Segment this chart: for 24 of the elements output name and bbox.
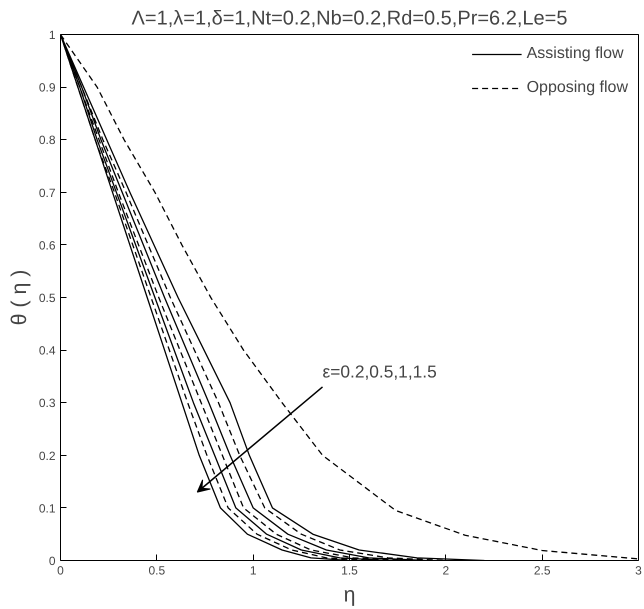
y-tick-label: 0.3	[38, 396, 56, 410]
legend-label: Assisting flow	[526, 45, 624, 63]
x-tick-label: 1	[250, 564, 257, 578]
annotation: ε=0.2,0.5,1,1.5	[322, 362, 437, 382]
y-tick-label: 0.8	[38, 133, 56, 148]
x-tick-label: 2.5	[534, 564, 551, 578]
y-tick-label: 0.2	[38, 448, 56, 463]
y-tick-label: 0.6	[38, 238, 56, 252]
x-axis-title: η	[344, 582, 356, 606]
y-tick-label: 0.9	[38, 80, 56, 95]
y-tick-label: 1	[48, 28, 56, 42]
y-tick-label: 0.1	[38, 501, 56, 516]
x-tick-label: 2	[442, 564, 450, 578]
x-tick-label: 0	[57, 564, 64, 578]
y-tick-label: 0	[48, 554, 56, 568]
y-axis-title: θ ( η )	[6, 270, 31, 326]
x-tick-label: 0.5	[148, 564, 166, 578]
y-tick-label: 0.4	[38, 344, 56, 358]
y-tick-label: 0.5	[38, 291, 56, 305]
y-tick-label: 0.7	[38, 186, 56, 200]
x-tick-label: 1.5	[341, 564, 358, 578]
x-tick-label: 3	[635, 564, 642, 578]
legend-label: Opposing flow	[526, 79, 628, 97]
chart-title: Λ=1,λ=1,δ=1,Nt=0.2,Nb=0.2,Rd=0.5,Pr=6.2,Le=5	[132, 8, 568, 30]
